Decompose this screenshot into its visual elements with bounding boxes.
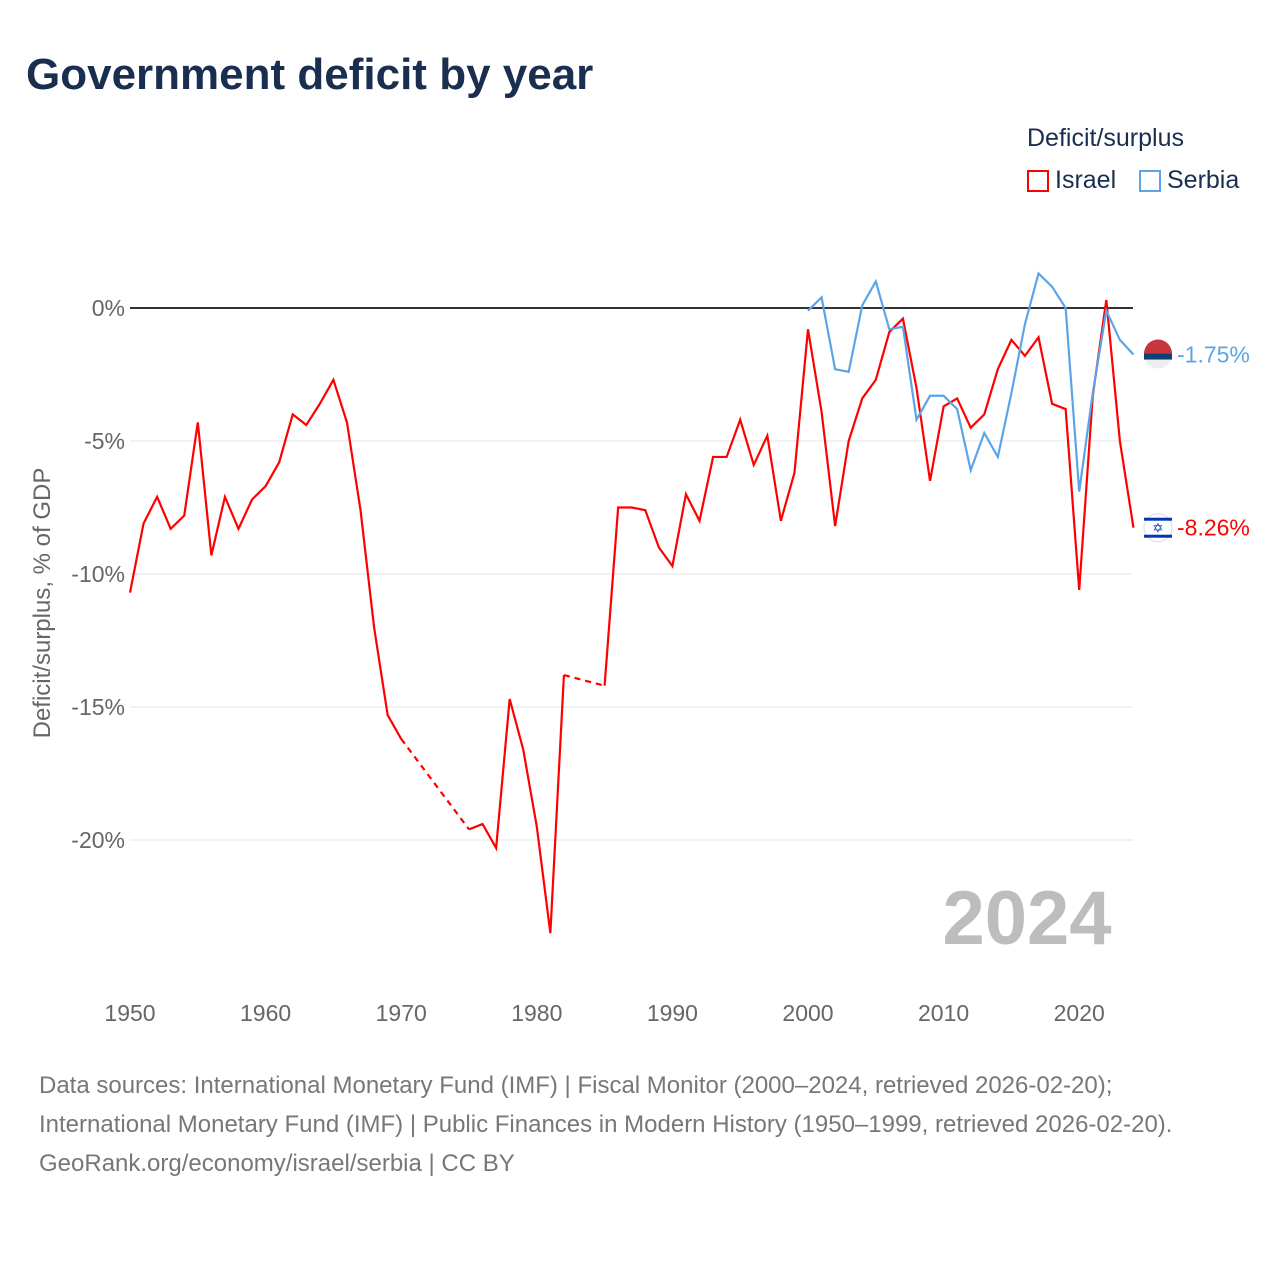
y-tick-label: -15% [71, 694, 125, 720]
legend-label: Israel [1055, 166, 1117, 194]
y-tick-label: 0% [92, 295, 125, 321]
x-tick-label: 1960 [240, 1000, 291, 1026]
series-line-israel [603, 299, 1135, 686]
y-tick-label: -20% [71, 827, 125, 853]
flag-icon-serbia [1144, 339, 1172, 369]
flag-red [1144, 339, 1172, 354]
star-of-david: ✡ [1153, 521, 1164, 536]
end-label-israel: -8.26% [1177, 515, 1250, 541]
flag-stripe [1144, 534, 1172, 538]
sources: Data sources: International Monetary Fun… [39, 1066, 1239, 1183]
y-tick-label: -10% [71, 561, 125, 587]
x-tick-label: 2010 [918, 1000, 969, 1026]
x-tick-label: 1990 [647, 1000, 698, 1026]
legend-item-israel[interactable]: Israel [1027, 166, 1116, 195]
data-sources-text: Data sources: International Monetary Fun… [39, 1072, 1173, 1138]
legend-swatch-serbia [1139, 169, 1161, 192]
flag-stripe [1144, 517, 1172, 521]
series-gap-israel [563, 674, 605, 687]
x-tick-label: 2000 [782, 1000, 833, 1026]
legend-label: Serbia [1167, 166, 1240, 194]
x-tick-label: 2020 [1054, 1000, 1105, 1026]
y-tick-label: -5% [84, 428, 125, 454]
chart-title: Government deficit by year [26, 50, 594, 99]
series-line-serbia [807, 271, 1135, 492]
year-watermark: 2024 [942, 876, 1111, 961]
x-tick-label: 1980 [511, 1000, 562, 1026]
legend-swatch-israel [1027, 169, 1049, 192]
legend-title: Deficit/surplus [1027, 124, 1184, 152]
line-chart: 2024 Deficit/surplus, % of GDP 0% -5% -10%… [29, 271, 1250, 1026]
end-label-serbia: -1.75% [1177, 342, 1250, 368]
flag-icon-israel: ✡ [1143, 513, 1173, 543]
x-tick-label: 1950 [104, 1000, 155, 1026]
series-line-israel [128, 377, 403, 740]
x-tick-label: 1970 [376, 1000, 427, 1026]
flag-blue [1144, 353, 1172, 360]
y-axis-label: Deficit/surplus, % of GDP [29, 468, 56, 739]
legend-item-serbia[interactable]: Serbia [1139, 166, 1239, 195]
series-line-israel [468, 675, 566, 934]
attribution-link[interactable]: GeoRank.org/economy/israel/serbia | CC B… [39, 1150, 515, 1177]
series-gap-israel [400, 738, 470, 831]
